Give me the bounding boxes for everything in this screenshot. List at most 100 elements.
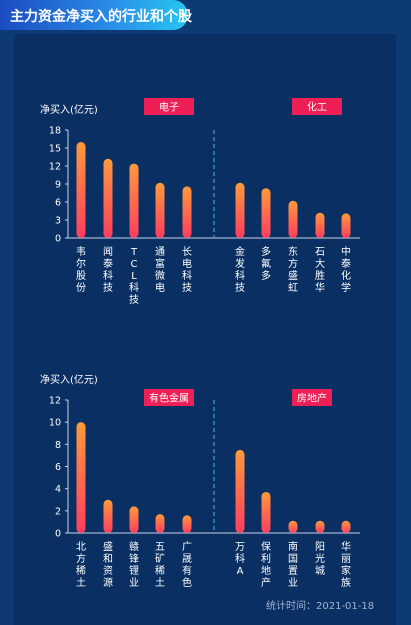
category-label: 技 bbox=[103, 281, 113, 294]
category-label: L bbox=[131, 271, 137, 282]
category-label: 业 bbox=[129, 577, 139, 589]
category-label: 源 bbox=[103, 576, 113, 589]
category-label: 赣 bbox=[129, 540, 139, 553]
group-badge-label: 有色金属 bbox=[149, 392, 189, 405]
category-label: 南 bbox=[288, 540, 298, 553]
category-label: 韦 bbox=[76, 246, 86, 258]
category-label: 石 bbox=[315, 247, 325, 258]
category-label: 和 bbox=[103, 553, 113, 565]
y-tick-label: 0 bbox=[55, 529, 61, 540]
bar bbox=[129, 163, 139, 238]
category-label: 富 bbox=[155, 257, 165, 270]
category-label: 锋 bbox=[129, 552, 139, 565]
category-label: 地 bbox=[261, 564, 271, 577]
bar bbox=[288, 520, 298, 533]
bar bbox=[341, 520, 351, 533]
title-banner: 主力资金净买入的行业和个股 bbox=[0, 0, 192, 30]
group-badge-label: 电子 bbox=[159, 101, 179, 114]
category-label: 家 bbox=[341, 564, 351, 577]
category-label: 中 bbox=[341, 245, 351, 258]
category-label: 科 bbox=[235, 269, 245, 282]
page-title: 主力资金净买入的行业和个股 bbox=[10, 9, 192, 25]
bar bbox=[103, 158, 113, 238]
category-label: 技 bbox=[129, 293, 139, 306]
bar bbox=[155, 514, 165, 533]
y-tick-label: 4 bbox=[55, 484, 61, 495]
category-label: 虹 bbox=[288, 282, 298, 294]
bar bbox=[341, 213, 351, 238]
bar bbox=[182, 186, 192, 238]
category-label: 多 bbox=[261, 269, 271, 282]
bar bbox=[261, 188, 271, 238]
category-label: 国 bbox=[288, 553, 298, 565]
group-badge-label: 房地产 bbox=[297, 392, 327, 405]
y-tick-label: 6 bbox=[55, 198, 61, 209]
category-label: 盛 bbox=[288, 269, 298, 282]
bar bbox=[315, 520, 325, 533]
category-label: 股 bbox=[76, 270, 86, 282]
category-label: 保 bbox=[261, 540, 271, 553]
category-label: 方 bbox=[288, 257, 298, 270]
category-label: 通 bbox=[155, 246, 165, 258]
category-label: 尔 bbox=[76, 257, 86, 270]
category-label: 氟 bbox=[261, 257, 271, 270]
category-label: 化 bbox=[341, 269, 351, 282]
category-label: 利 bbox=[261, 553, 271, 565]
category-label: 电 bbox=[182, 257, 192, 270]
category-label: 技 bbox=[182, 281, 192, 294]
category-label: 技 bbox=[235, 281, 245, 294]
category-label: 微 bbox=[155, 269, 165, 282]
y-tick-label: 12 bbox=[49, 396, 61, 407]
bar bbox=[288, 200, 298, 238]
category-label: 闻 bbox=[103, 245, 113, 258]
category-label: 泰 bbox=[341, 257, 351, 270]
category-label: 土 bbox=[155, 576, 165, 589]
category-label: 长 bbox=[182, 246, 192, 258]
category-label: 华 bbox=[341, 540, 351, 553]
category-label: 东 bbox=[288, 245, 298, 258]
category-label: 阳 bbox=[315, 541, 325, 553]
category-label: 土 bbox=[76, 576, 86, 589]
category-label: 北 bbox=[76, 541, 86, 553]
y-tick-label: 6 bbox=[55, 462, 61, 473]
category-label: 泰 bbox=[103, 257, 113, 270]
category-label: 大 bbox=[315, 257, 325, 270]
y-axis-label: 净买入(亿元) bbox=[40, 373, 98, 386]
category-label: 矿 bbox=[155, 552, 165, 565]
group-badge-label: 化工 bbox=[307, 101, 327, 114]
bar bbox=[76, 142, 86, 238]
category-label: 科 bbox=[235, 552, 245, 565]
category-label: 五 bbox=[155, 542, 165, 553]
y-tick-label: 12 bbox=[49, 162, 61, 173]
category-label: 胜 bbox=[315, 270, 325, 282]
y-tick-label: 3 bbox=[55, 216, 61, 227]
group-badge bbox=[292, 98, 342, 115]
bar bbox=[315, 212, 325, 238]
y-tick-label: 18 bbox=[49, 126, 61, 137]
category-label: 资 bbox=[103, 565, 113, 577]
category-label: 多 bbox=[261, 245, 271, 258]
category-label: 盛 bbox=[103, 540, 113, 553]
category-label: 稀 bbox=[76, 564, 86, 577]
category-label: 置 bbox=[288, 565, 298, 577]
category-label: 万 bbox=[235, 542, 245, 553]
bar bbox=[129, 506, 139, 533]
group-badge bbox=[144, 389, 194, 406]
bar bbox=[155, 182, 165, 238]
category-label: A bbox=[237, 566, 244, 577]
y-tick-label: 8 bbox=[55, 440, 61, 451]
bar bbox=[235, 182, 245, 238]
category-label: T bbox=[130, 247, 138, 258]
stat-time-footnote: 统计时间：2021-01-18 bbox=[266, 601, 375, 612]
bar bbox=[261, 491, 271, 533]
category-label: 发 bbox=[235, 257, 245, 270]
y-axis-label: 净买入(亿元) bbox=[40, 103, 98, 116]
category-label: C bbox=[131, 259, 138, 270]
category-label: 丽 bbox=[341, 554, 351, 565]
y-tick-label: 0 bbox=[55, 234, 61, 245]
category-label: 晟 bbox=[182, 553, 192, 565]
y-tick-label: 9 bbox=[55, 180, 61, 191]
category-label: 份 bbox=[76, 282, 86, 294]
category-label: 城 bbox=[315, 565, 325, 577]
